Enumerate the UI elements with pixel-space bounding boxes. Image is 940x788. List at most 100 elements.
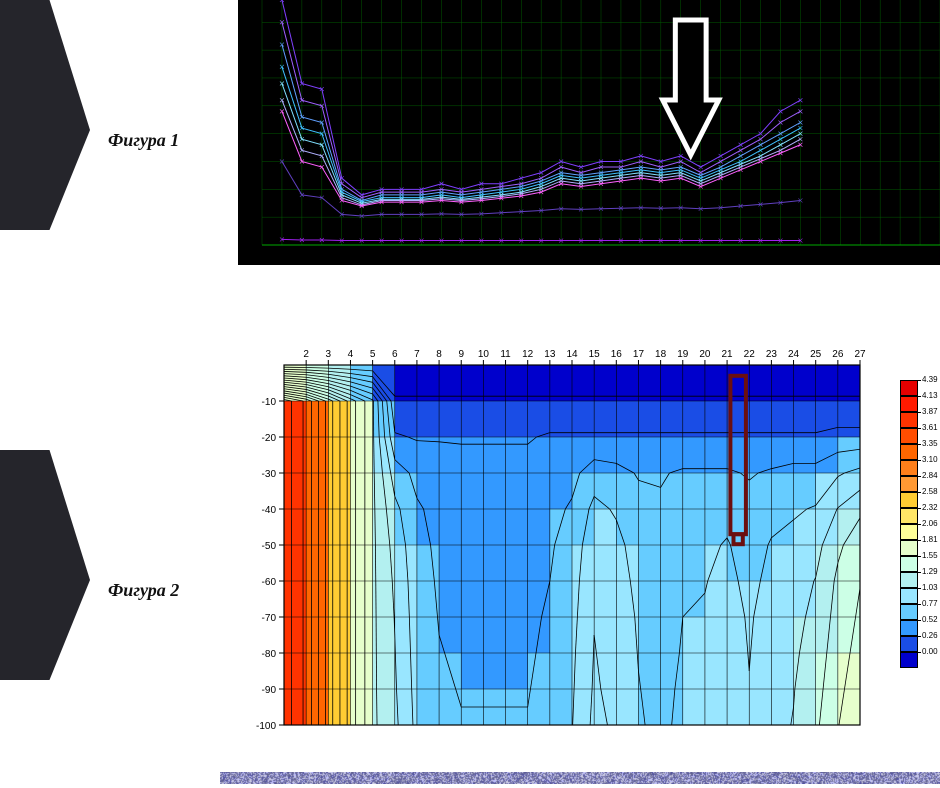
svg-text:10: 10 xyxy=(456,249,466,259)
svg-text:30: 30 xyxy=(855,249,865,259)
noise-footer-strip xyxy=(220,772,940,784)
colorbar-label: 0.00 xyxy=(922,648,938,656)
svg-text:14: 14 xyxy=(536,249,546,259)
colorbar-seg xyxy=(900,396,918,412)
colorbar-seg xyxy=(900,380,918,396)
colorbar-label: 3.61 xyxy=(922,424,938,432)
svg-text:4: 4 xyxy=(339,249,344,259)
svg-text:15: 15 xyxy=(589,349,601,360)
colorbar-label: 1.55 xyxy=(922,552,938,560)
svg-text:5: 5 xyxy=(370,349,376,360)
svg-text:-10: -10 xyxy=(262,397,277,408)
svg-text:6: 6 xyxy=(379,249,384,259)
colorbar-seg xyxy=(900,572,918,588)
svg-text:7: 7 xyxy=(414,349,420,360)
colorbar-seg xyxy=(900,556,918,572)
svg-text:20: 20 xyxy=(699,349,711,360)
colorbar-seg xyxy=(900,460,918,476)
svg-text:-20: -20 xyxy=(262,433,277,444)
colorbar-label: 1.29 xyxy=(922,568,938,576)
colorbar-label: 1.81 xyxy=(922,536,938,544)
colorbar-seg xyxy=(900,412,918,428)
svg-text:17: 17 xyxy=(633,349,645,360)
svg-text:3: 3 xyxy=(326,349,332,360)
svg-text:27: 27 xyxy=(854,349,866,360)
colorbar-seg xyxy=(900,604,918,620)
colorbar-seg xyxy=(900,636,918,652)
svg-text:-30: -30 xyxy=(262,469,277,480)
colorbar-seg xyxy=(900,540,918,556)
svg-text:4.4: 4.4 xyxy=(247,0,260,5)
colorbar-seg xyxy=(900,508,918,524)
arrow-down-annotation xyxy=(663,20,719,155)
page-root: Фигура 1 Фигура 2 2468101214161820222426… xyxy=(0,0,940,788)
colorbar-label: 3.10 xyxy=(922,456,938,464)
svg-text:2.9: 2.9 xyxy=(247,79,260,89)
svg-text:25: 25 xyxy=(810,349,822,360)
colorbar-label: 0.52 xyxy=(922,616,938,624)
svg-text:6: 6 xyxy=(392,349,398,360)
chart-2-contour-map: 2345678910111213141516171819202122232425… xyxy=(238,345,870,740)
svg-text:4: 4 xyxy=(348,349,354,360)
svg-text:23: 23 xyxy=(766,349,778,360)
svg-text:8: 8 xyxy=(419,249,424,259)
svg-text:26: 26 xyxy=(775,249,785,259)
svg-text:16: 16 xyxy=(611,349,623,360)
svg-text:-100: -100 xyxy=(256,721,276,732)
svg-text:34: 34 xyxy=(935,249,940,259)
colorbar-seg xyxy=(900,620,918,636)
colorbar-label: 2.32 xyxy=(922,504,938,512)
colorbar-label: 4.39 xyxy=(922,376,938,384)
svg-text:32: 32 xyxy=(895,249,905,259)
colorbar-label: 2.58 xyxy=(922,488,938,496)
colorbar-label: 3.87 xyxy=(922,408,938,416)
svg-text:21: 21 xyxy=(722,349,734,360)
colorbar-label: 0.26 xyxy=(922,632,938,640)
svg-text:10: 10 xyxy=(478,349,490,360)
colorbar-label: 2.06 xyxy=(922,520,938,528)
svg-text:12: 12 xyxy=(522,349,534,360)
figure-2-label: Фигура 2 xyxy=(108,580,179,601)
svg-text:9: 9 xyxy=(458,349,464,360)
svg-text:22: 22 xyxy=(696,249,706,259)
colorbar-label: 2.84 xyxy=(922,472,938,480)
left-arrow-shape-top xyxy=(0,0,90,230)
svg-text:-40: -40 xyxy=(262,505,277,516)
colorbar-label: 3.35 xyxy=(922,440,938,448)
svg-text:-70: -70 xyxy=(262,613,277,624)
svg-text:1.5: 1.5 xyxy=(247,156,260,166)
colorbar-seg xyxy=(900,588,918,604)
svg-text:18: 18 xyxy=(616,249,626,259)
svg-text:8: 8 xyxy=(436,349,442,360)
svg-text:2: 2 xyxy=(303,349,309,360)
svg-text:13: 13 xyxy=(544,349,556,360)
svg-text:26: 26 xyxy=(832,349,844,360)
colorbar-seg xyxy=(900,476,918,492)
colorbar-seg xyxy=(900,428,918,444)
svg-text:18: 18 xyxy=(655,349,667,360)
colorbar-label: 1.03 xyxy=(922,584,938,592)
left-arrow-shape-bottom xyxy=(0,450,90,680)
svg-text:2.4: 2.4 xyxy=(247,106,260,116)
figure-1-label: Фигура 1 xyxy=(108,130,179,151)
colorbar-seg xyxy=(900,652,918,668)
svg-text:16: 16 xyxy=(576,249,586,259)
svg-text:22: 22 xyxy=(744,349,756,360)
svg-text:-50: -50 xyxy=(262,541,277,552)
colorbar-label: 4.13 xyxy=(922,392,938,400)
svg-text:20: 20 xyxy=(656,249,666,259)
svg-text:11: 11 xyxy=(500,349,511,360)
svg-text:14: 14 xyxy=(566,349,578,360)
svg-text:-90: -90 xyxy=(262,685,277,696)
colorbar-label: 0.77 xyxy=(922,600,938,608)
svg-text:-80: -80 xyxy=(262,649,277,660)
colorbar-seg xyxy=(900,444,918,460)
chart-1-profile-lines: 2468101214161820222426283032340.71.52.42… xyxy=(238,0,940,265)
svg-text:2: 2 xyxy=(299,249,304,259)
svg-text:0.7: 0.7 xyxy=(247,201,260,211)
svg-text:19: 19 xyxy=(677,349,689,360)
colorbar-seg xyxy=(900,524,918,540)
svg-text:24: 24 xyxy=(736,249,746,259)
svg-text:24: 24 xyxy=(788,349,800,360)
colorbar-seg xyxy=(900,492,918,508)
